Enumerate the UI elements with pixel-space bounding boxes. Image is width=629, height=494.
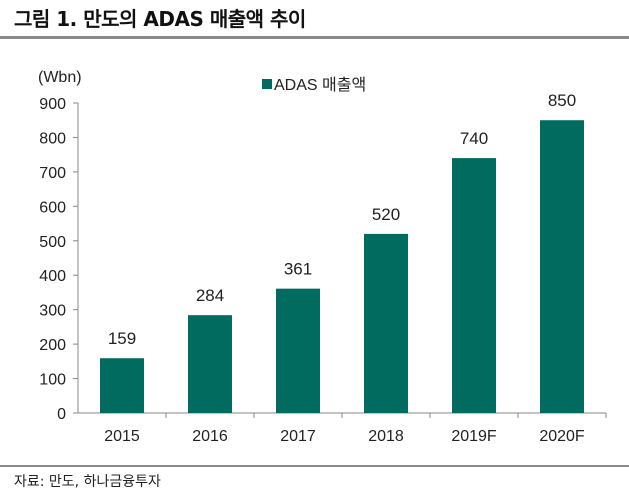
- top-divider: [0, 36, 629, 39]
- y-tick-label: 800: [39, 130, 66, 147]
- data-label-2018: 520: [372, 205, 400, 224]
- data-label-2015: 159: [108, 329, 136, 348]
- data-label-2020F: 850: [548, 91, 576, 110]
- data-label-2017: 361: [284, 260, 312, 279]
- y-tick-label: 0: [57, 406, 66, 423]
- y-tick-label: 900: [39, 96, 66, 113]
- y-unit-label: (Wbn): [38, 69, 82, 86]
- bar-2020F: [540, 120, 584, 413]
- x-tick-label: 2016: [192, 428, 228, 445]
- y-tick-label: 600: [39, 199, 66, 216]
- x-tick-label: 2015: [104, 428, 140, 445]
- bar-2015: [100, 358, 144, 413]
- bar-2017: [276, 288, 320, 413]
- bar-2018: [364, 233, 408, 413]
- bottom-divider: [0, 465, 629, 467]
- x-tick-label: 2017: [280, 428, 316, 445]
- data-label-2019F: 740: [460, 129, 488, 148]
- legend-swatch: [262, 79, 272, 89]
- x-tick-label: 2020F: [539, 428, 585, 445]
- data-label-2016: 284: [196, 286, 224, 305]
- y-tick-label: 100: [39, 372, 66, 389]
- x-tick-label: 2019F: [451, 428, 497, 445]
- legend-label: ADAS 매출액: [274, 76, 366, 94]
- y-tick-label: 400: [39, 268, 66, 285]
- y-tick-label: 200: [39, 337, 66, 354]
- x-tick-label: 2018: [368, 428, 404, 445]
- bar-chart: 0 100 200 300 400 500 600 700 800 900 (Wbn) 159 2015…: [38, 69, 607, 445]
- bar-2016: [188, 315, 232, 413]
- y-tick-label: 700: [39, 165, 66, 182]
- y-tick-label: 500: [39, 234, 66, 251]
- y-tick-label: 300: [39, 303, 66, 320]
- source-note: 자료: 만도, 하나금융투자: [14, 474, 161, 490]
- bar-2019F: [452, 158, 496, 413]
- figure-title: 그림 1. 만도의 ADAS 매출액 추이: [14, 7, 306, 31]
